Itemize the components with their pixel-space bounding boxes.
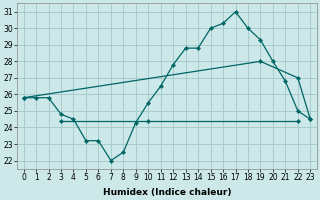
X-axis label: Humidex (Indice chaleur): Humidex (Indice chaleur) [103,188,231,197]
